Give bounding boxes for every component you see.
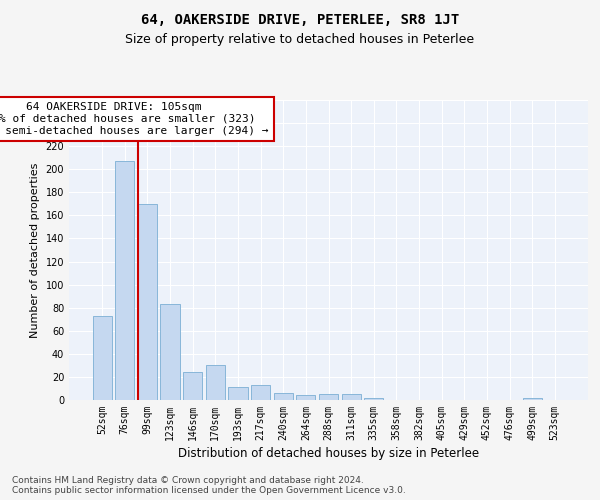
Y-axis label: Number of detached properties: Number of detached properties — [30, 162, 40, 338]
Bar — [523, 398, 542, 400]
Text: 64, OAKERSIDE DRIVE, PETERLEE, SR8 1JT: 64, OAKERSIDE DRIVE, PETERLEE, SR8 1JT — [141, 12, 459, 26]
X-axis label: Distribution of detached houses by size in Peterlee: Distribution of detached houses by size … — [178, 447, 479, 460]
Text: Size of property relative to detached houses in Peterlee: Size of property relative to detached ho… — [125, 32, 475, 46]
Bar — [183, 372, 202, 400]
Text: 64 OAKERSIDE DRIVE: 105sqm
← 52% of detached houses are smaller (323)
48% of sem: 64 OAKERSIDE DRIVE: 105sqm ← 52% of deta… — [0, 102, 269, 136]
Bar — [160, 304, 180, 400]
Bar — [138, 204, 157, 400]
Bar — [229, 388, 248, 400]
Bar — [364, 398, 383, 400]
Bar — [251, 385, 270, 400]
Bar — [206, 366, 225, 400]
Bar — [341, 394, 361, 400]
Bar — [274, 393, 293, 400]
Bar — [92, 316, 112, 400]
Text: Contains HM Land Registry data © Crown copyright and database right 2024.
Contai: Contains HM Land Registry data © Crown c… — [12, 476, 406, 495]
Bar — [319, 394, 338, 400]
Bar — [296, 396, 316, 400]
Bar — [115, 161, 134, 400]
